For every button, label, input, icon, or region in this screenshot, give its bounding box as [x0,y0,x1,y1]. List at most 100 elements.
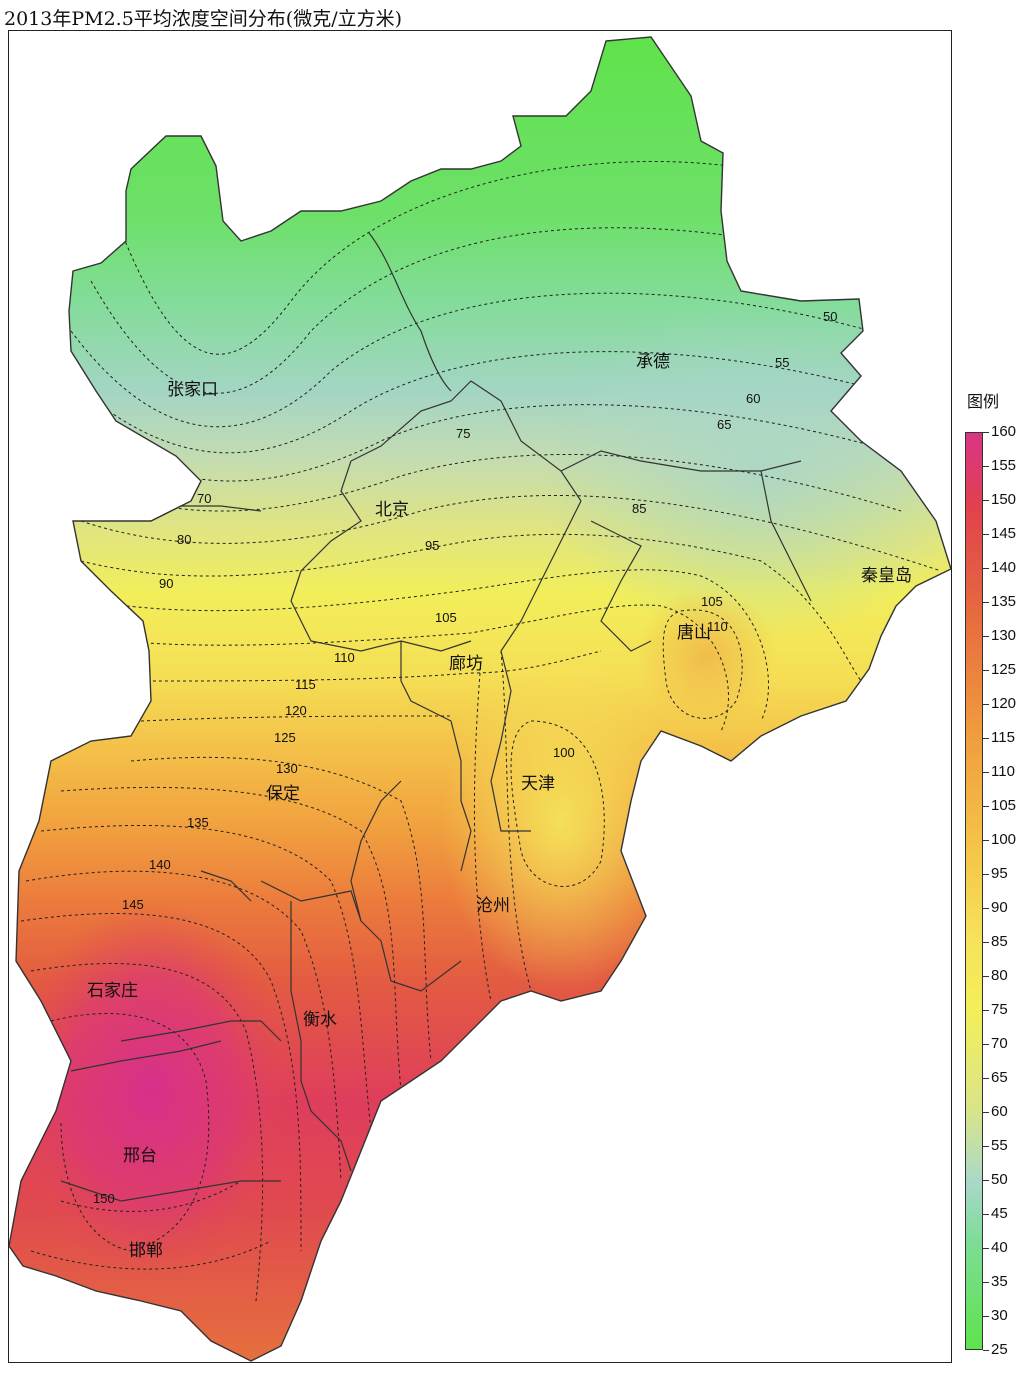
city-label-qinhuangdao: 秦皇岛 [861,566,912,586]
legend-tick [983,1078,989,1079]
legend-tick [983,1044,989,1045]
legend-tick [983,738,989,739]
map-frame: 50 55 60 65 75 70 80 85 90 95 105 105 11… [8,30,952,1363]
legend-label: 90 [991,899,1008,916]
legend-tick [983,602,989,603]
contour-label: 115 [295,677,316,692]
legend-tick [983,1146,989,1147]
legend-tick [983,500,989,501]
legend-label: 125 [991,661,1017,678]
contour-label: 100 [553,745,575,760]
contour-label: 70 [197,491,211,506]
legend-tick [983,874,989,875]
admin-boundaries [60,232,812,1202]
legend-label: 35 [991,1273,1008,1290]
legend-tick [983,1112,989,1113]
legend-tick [983,704,989,705]
city-label-beijing: 北京 [375,500,409,520]
contour-label: 80 [177,532,191,547]
legend-label: 120 [991,695,1017,712]
contour-lines [20,160,942,1302]
city-label-hengshui: 衡水 [303,1010,337,1030]
legend-label: 155 [991,457,1017,474]
legend-tick [983,670,989,671]
contour-label: 60 [746,391,760,406]
region-outline [9,36,951,1362]
contour-label: 130 [276,761,298,776]
legend-tick [983,636,989,637]
legend-label: 55 [991,1137,1008,1154]
legend-tick [983,1282,989,1283]
city-label-tianjin: 天津 [521,774,555,794]
legend-tick [983,534,989,535]
legend-tick [983,1010,989,1011]
city-label-tangshan: 唐山 [677,622,711,643]
contour-label: 75 [456,426,470,441]
contour-label: 55 [775,355,789,370]
contour-value-labels: 50 55 60 65 75 70 80 85 90 95 105 105 11… [93,309,837,1206]
legend-tick [983,1316,989,1317]
city-label-cangzhou: 沧州 [476,896,510,916]
legend-tick [983,1214,989,1215]
legend-label: 110 [991,763,1015,780]
contour-label: 150 [93,1191,115,1206]
city-label-langfang: 廊坊 [449,654,483,674]
legend-tick [983,568,989,569]
legend-label: 95 [991,865,1008,882]
legend-tick [983,840,989,841]
contour-label: 125 [274,730,296,745]
city-label-chengde: 承德 [636,352,670,372]
legend-label: 70 [991,1035,1008,1052]
legend-label: 160 [991,423,1017,440]
legend-title: 图例 [967,392,1000,411]
legend-label: 25 [991,1341,1008,1358]
legend-tick [983,1180,989,1181]
contour-label: 105 [701,594,723,609]
legend-tick [983,1248,989,1249]
contour-label: 120 [285,703,307,718]
legend-label: 45 [991,1205,1008,1222]
contour-label: 140 [149,857,171,872]
contour-label: 105 [435,610,457,625]
contour-label: 135 [187,815,209,830]
contour-label: 110 [334,650,355,665]
legend-label: 115 [991,729,1015,746]
legend-label: 50 [991,1171,1008,1188]
city-label-handan: 邯郸 [129,1241,163,1261]
legend-label: 100 [991,831,1017,848]
contour-label: 110 [707,619,728,634]
contour-label: 65 [717,417,731,432]
legend-tick [983,432,989,433]
city-label-baoding: 保定 [266,784,300,804]
legend-tick [983,806,989,807]
legend-label: 130 [991,627,1017,644]
map-title: 2013年PM2.5平均浓度空间分布(微克/立方米) [4,8,403,30]
legend-label: 75 [991,1001,1008,1018]
legend-label: 85 [991,933,1008,950]
contour-label: 85 [632,501,646,516]
legend-tick [983,908,989,909]
legend-color-bar [965,432,983,1350]
legend-label: 65 [991,1069,1008,1086]
legend-tick [983,942,989,943]
legend-label: 60 [991,1103,1008,1120]
city-label-xingtai: 邢台 [123,1146,157,1166]
legend-tick [983,466,989,467]
legend-label: 30 [991,1307,1008,1324]
legend-label: 145 [991,525,1017,542]
contour-label: 145 [122,897,144,912]
legend-tick [983,1350,989,1351]
city-label-zhangjiakou: 张家口 [167,380,218,400]
contour-label: 50 [823,309,837,324]
legend-label: 135 [991,593,1017,610]
legend-tick [983,976,989,977]
legend-label: 150 [991,491,1017,508]
legend-tick [983,772,989,773]
pm25-map: 50 55 60 65 75 70 80 85 90 95 105 105 11… [9,36,951,1362]
legend-label: 105 [991,797,1017,814]
city-label-shijiazhuang: 石家庄 [87,981,138,1001]
city-labels: 张家口 承德 北京 秦皇岛 唐山 廊坊 天津 保定 沧州 石家庄 衡水 邢台 邯… [87,352,912,1261]
legend-label: 40 [991,1239,1008,1256]
legend-label: 80 [991,967,1008,984]
contour-label: 95 [425,538,439,553]
